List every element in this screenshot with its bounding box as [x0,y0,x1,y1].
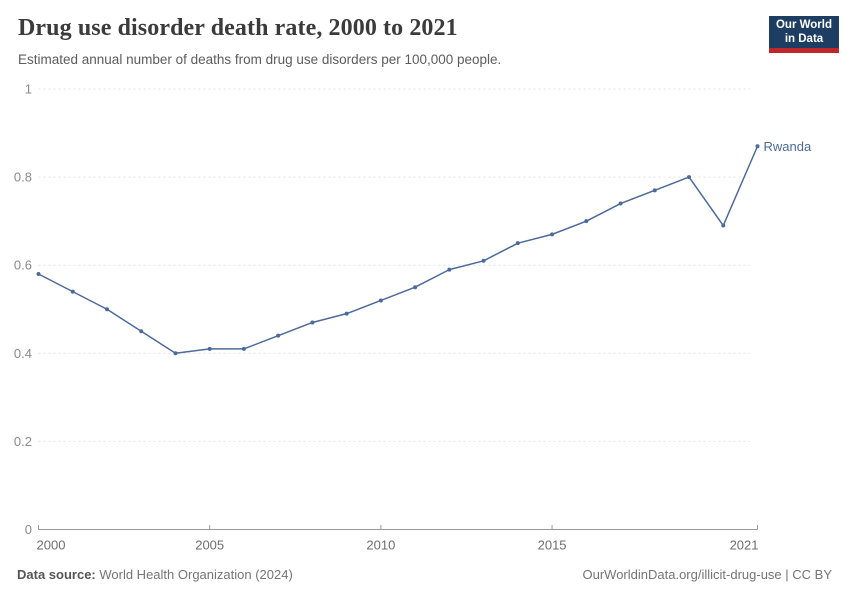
data-source-note: Data source: World Health Organization (… [17,567,293,582]
data-point-2019[interactable] [687,175,692,180]
data-point-2002[interactable] [104,307,109,312]
data-point-2009[interactable] [344,311,349,316]
data-point-2003[interactable] [139,329,144,334]
x-axis-tick-label: 2005 [195,538,224,553]
data-point-2007[interactable] [276,333,281,338]
y-axis-tick-label: 0.6 [14,258,32,273]
data-point-2010[interactable] [378,298,383,303]
data-point-2011[interactable] [413,285,418,290]
y-axis-tick-label: 0.8 [14,170,32,185]
data-point-2018[interactable] [652,188,657,193]
data-source-label: Data source: [17,567,96,582]
owid-logo-line2: in Data [784,32,824,45]
y-axis-tick-label: 1 [25,82,32,97]
x-axis-tick-label: 2021 [730,538,759,553]
y-axis-tick-label: 0.2 [14,434,32,449]
data-point-2013[interactable] [481,258,486,263]
license-note[interactable]: OurWorldinData.org/illicit-drug-use | CC… [582,567,833,582]
x-axis-tick-label: 2010 [366,538,395,553]
data-point-2006[interactable] [241,346,246,351]
owid-logo[interactable]: Our World in Data [769,16,839,53]
data-point-2016[interactable] [584,219,589,224]
owid-logo-red-bar [769,48,839,53]
data-point-2000[interactable] [36,272,41,277]
data-point-2015[interactable] [550,232,555,237]
series-line-rwanda[interactable] [37,145,759,355]
data-point-2008[interactable] [310,320,315,325]
data-point-2021[interactable] [755,144,760,149]
y-axis-tick-label: 0.4 [14,346,32,361]
y-axis-tick-label: 0 [25,522,32,537]
owid-logo-line1: Our World [775,19,832,31]
series-label-rwanda[interactable]: Rwanda [764,139,812,154]
owid-logo-text: Our World in Data [769,16,839,48]
data-point-2014[interactable] [515,241,520,246]
data-source-value: World Health Organization (2024) [95,567,293,582]
data-point-2005[interactable] [207,346,212,351]
data-point-2020[interactable] [721,223,726,228]
x-axis-tick-label: 2000 [37,538,66,553]
data-point-2004[interactable] [173,351,178,356]
chart-title: Drug use disorder death rate, 2000 to 20… [18,15,458,41]
data-point-2001[interactable] [70,289,75,294]
chart-subtitle: Estimated annual number of deaths from d… [18,52,502,67]
x-axis-tick-label: 2015 [538,538,567,553]
data-point-2012[interactable] [447,267,452,272]
data-point-2017[interactable] [618,201,623,206]
